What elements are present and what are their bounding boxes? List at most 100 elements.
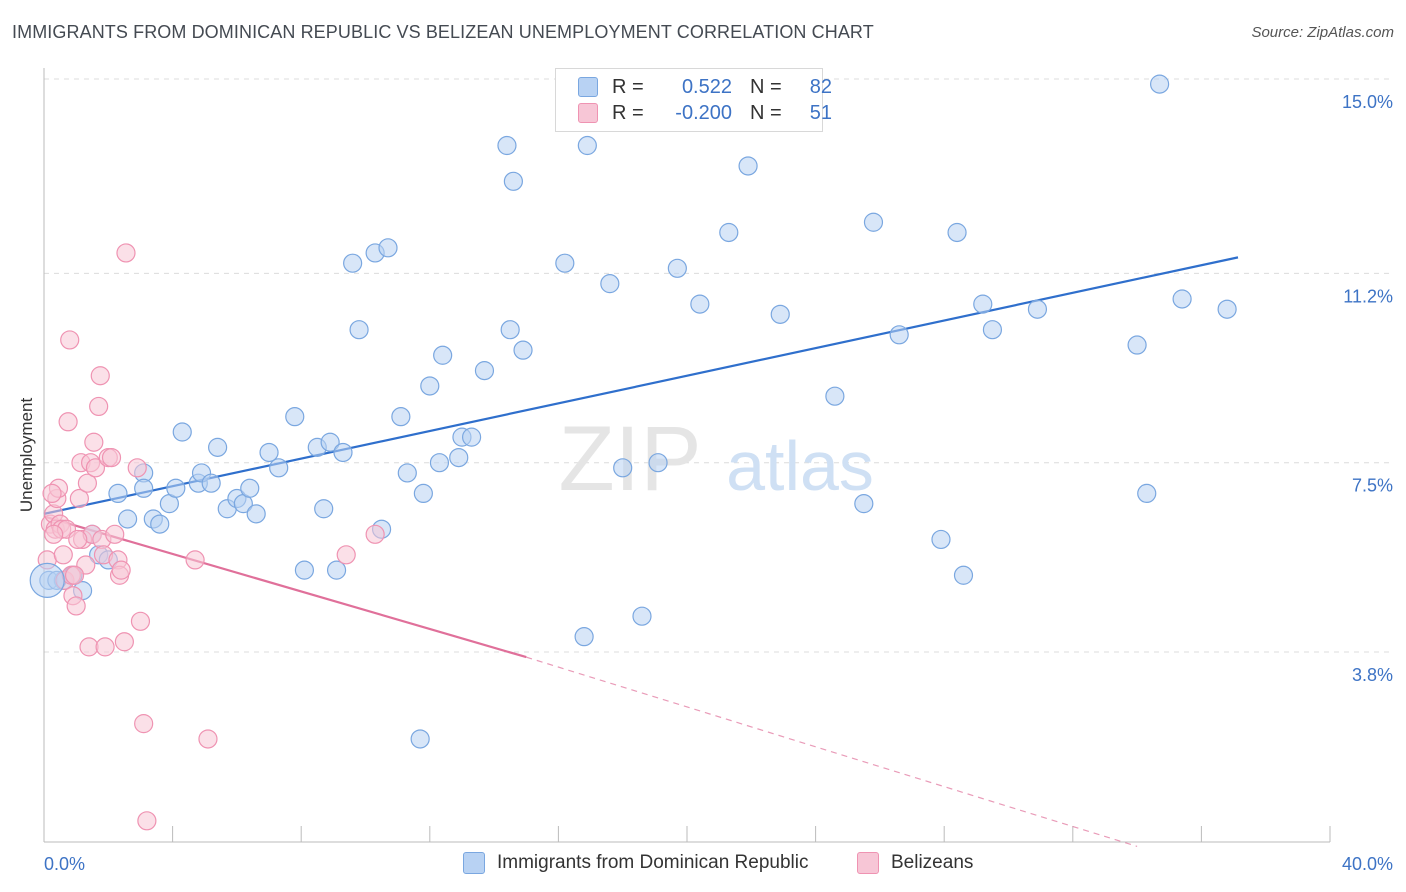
point-belizean	[58, 412, 78, 432]
point-dominican	[285, 407, 305, 427]
point-belizean	[85, 458, 106, 478]
y-tick-label: 15.0%	[1342, 92, 1393, 112]
point-dominican	[208, 437, 228, 457]
point-belizean	[66, 596, 86, 616]
chart-title: IMMIGRANTS FROM DOMINICAN REPUBLIC VS BE…	[12, 22, 874, 42]
point-dominican	[613, 458, 633, 478]
point-belizean	[60, 330, 80, 350]
point-dominican	[333, 442, 353, 463]
point-dominican	[240, 478, 260, 498]
point-dominican	[982, 320, 1003, 340]
point-dominican	[420, 376, 440, 396]
point-belizean	[105, 524, 125, 544]
point-belizean	[101, 447, 122, 468]
y-axis-label: Unemployment	[17, 398, 36, 513]
point-dominican	[574, 627, 594, 647]
point-dominican	[461, 427, 482, 447]
point-dominican	[449, 447, 469, 468]
point-belizean	[111, 560, 131, 580]
trend-line-belizean	[43, 515, 527, 659]
legend-n-label: N =	[750, 75, 782, 98]
point-dominican	[577, 135, 597, 156]
point-dominican	[349, 320, 369, 340]
point-belizean	[185, 550, 205, 570]
point-dominican	[497, 135, 517, 156]
legend-row-belizean: R = -0.200 N = 51	[578, 100, 832, 126]
legend-n-value: 51	[809, 101, 832, 124]
point-belizean	[42, 483, 62, 504]
point-dominican	[953, 565, 974, 585]
correlation-legend: R = 0.522 N = 82 R = -0.200 N = 51	[555, 68, 832, 132]
point-dominican	[1150, 74, 1170, 94]
point-belizean	[69, 488, 89, 509]
point-belizean	[44, 524, 64, 544]
point-dominican	[947, 222, 967, 243]
point-belizean	[84, 432, 104, 452]
point-dominican	[648, 453, 668, 473]
point-belizean	[53, 545, 73, 565]
point-belizean	[95, 637, 115, 657]
point-dominican	[433, 345, 453, 365]
point-dominican	[1027, 299, 1048, 319]
point-dominican	[825, 386, 845, 406]
trend-lines	[43, 256, 1239, 847]
point-cluster-dominican	[29, 562, 65, 598]
point-dominican	[391, 407, 411, 427]
point-dominican	[719, 222, 739, 243]
point-dominican	[326, 560, 347, 580]
point-belizean	[134, 714, 154, 734]
point-dominican	[314, 499, 334, 519]
axes: 3.8% 7.5% 11.2% 15.0%	[43, 68, 1393, 843]
point-dominican	[246, 504, 266, 524]
point-belizean	[127, 458, 147, 478]
point-belizean	[90, 366, 110, 386]
point-dominican	[343, 253, 363, 273]
point-dominican	[863, 212, 884, 232]
series-legend-dominican[interactable]: Immigrants from Dominican Republic	[463, 852, 809, 874]
point-dominican	[1217, 299, 1237, 319]
point-dominican	[294, 560, 315, 580]
series-legend-belizean[interactable]: Belizeans	[857, 852, 973, 874]
point-dominican	[1127, 335, 1147, 355]
legend-r-label: R =	[612, 75, 644, 98]
point-belizean	[198, 729, 218, 749]
point-dominican	[413, 483, 433, 504]
point-dominican	[1137, 483, 1157, 504]
point-dominican	[555, 253, 575, 273]
x-tick-label-min: 0.0%	[44, 854, 85, 874]
point-dominican	[667, 258, 687, 278]
point-belizean	[114, 632, 134, 652]
point-belizean	[79, 637, 99, 657]
point-dominican	[503, 171, 523, 191]
legend-n-label: N =	[750, 101, 782, 124]
point-belizean	[137, 811, 157, 831]
point-belizean	[89, 396, 109, 417]
point-belizean	[130, 611, 151, 631]
point-dominican	[410, 729, 430, 749]
point-dominican	[172, 422, 192, 442]
watermark-atlas: atlas	[726, 427, 874, 505]
x-tick-label-max: 40.0%	[1342, 854, 1393, 874]
point-belizean	[336, 545, 356, 565]
legend-swatch-pink	[578, 103, 598, 123]
point-dominican	[269, 458, 289, 478]
grid-lines	[44, 78, 1390, 653]
y-tick-label: 3.8%	[1352, 665, 1393, 685]
point-dominican	[889, 325, 909, 345]
point-dominican	[632, 606, 652, 626]
point-belizean	[116, 243, 136, 263]
point-belizean	[68, 529, 88, 550]
point-belizean	[77, 473, 98, 493]
point-dominican	[690, 294, 710, 314]
point-dominican	[600, 274, 620, 294]
series-legend-label: Immigrants from Dominican Republic	[497, 852, 809, 873]
point-dominican	[397, 463, 417, 483]
point-dominican	[500, 320, 520, 340]
source-credit: Source: ZipAtlas.com	[1251, 24, 1394, 41]
data-points	[29, 74, 1237, 831]
point-dominican	[134, 478, 154, 498]
y-tick-label: 11.2%	[1343, 286, 1393, 306]
point-dominican	[201, 473, 221, 493]
point-dominican	[973, 294, 993, 314]
